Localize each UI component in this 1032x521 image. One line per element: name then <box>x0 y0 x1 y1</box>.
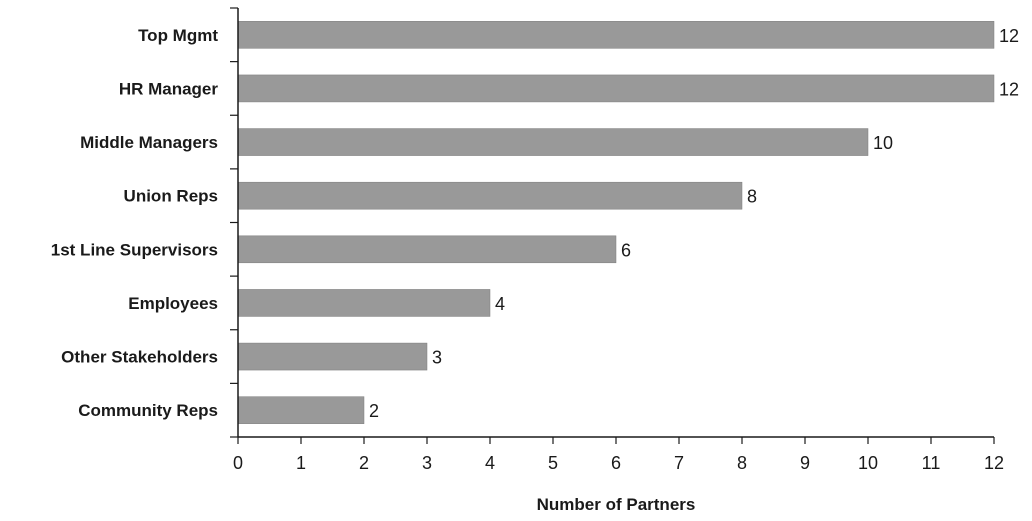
x-axis-title: Number of Partners <box>537 495 696 514</box>
x-tick-label-10: 10 <box>858 453 878 473</box>
category-label-1: HR Manager <box>119 79 219 98</box>
value-label-0: 12 <box>999 26 1019 46</box>
x-tick-label-3: 3 <box>422 453 432 473</box>
bar-2 <box>237 128 869 156</box>
x-tick-label-9: 9 <box>800 453 810 473</box>
bar-3 <box>237 181 743 210</box>
category-labels-group: Top Mgmt HR Manager Middle Managers Union R… <box>51 26 219 420</box>
bar-1 <box>237 74 995 103</box>
category-label-0: Top Mgmt <box>138 26 218 45</box>
value-label-1: 12 <box>999 79 1019 99</box>
value-label-5: 4 <box>495 294 505 314</box>
x-tick-label-8: 8 <box>737 453 747 473</box>
value-labels-group: 12 12 10 8 6 4 3 2 <box>369 26 1019 421</box>
x-ticks-group: 0 1 2 3 4 5 6 7 8 9 10 11 12 <box>233 437 1004 473</box>
value-label-7: 2 <box>369 401 379 421</box>
x-tick-label-1: 1 <box>296 453 306 473</box>
bar-5 <box>237 289 491 317</box>
value-label-4: 6 <box>621 240 631 260</box>
category-label-7: Community Reps <box>78 401 218 420</box>
category-label-5: Employees <box>128 294 218 313</box>
axes-group <box>230 7 994 438</box>
x-tick-label-7: 7 <box>674 453 684 473</box>
x-tick-label-11: 11 <box>922 453 941 473</box>
x-tick-label-2: 2 <box>359 453 369 473</box>
value-label-2: 10 <box>873 133 893 153</box>
value-label-3: 8 <box>747 187 757 207</box>
x-tick-label-5: 5 <box>548 453 558 473</box>
x-tick-label-6: 6 <box>611 453 621 473</box>
category-label-6: Other Stakeholders <box>61 348 218 367</box>
category-label-4: 1st Line Supervisors <box>51 240 218 259</box>
bar-6 <box>237 342 428 371</box>
x-tick-label-0: 0 <box>233 453 243 473</box>
category-label-3: Union Reps <box>124 187 218 206</box>
bar-4 <box>237 235 617 264</box>
bars-group <box>237 21 995 424</box>
bar-0 <box>237 21 995 49</box>
x-tick-label-4: 4 <box>485 453 495 473</box>
bar-7 <box>237 396 365 424</box>
value-label-6: 3 <box>432 348 442 368</box>
category-label-2: Middle Managers <box>80 133 218 152</box>
x-tick-label-12: 12 <box>984 453 1004 473</box>
